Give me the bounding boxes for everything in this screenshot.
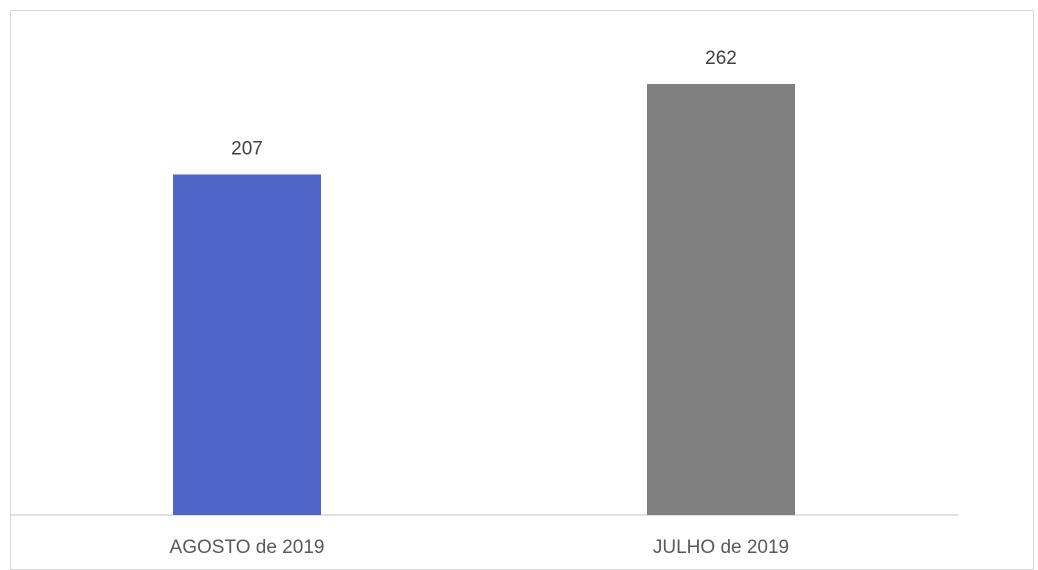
bars-layer: 207 AGOSTO de 2019 262 JULHO de 2019	[170, 48, 795, 558]
category-label-0: AGOSTO de 2019	[170, 537, 325, 558]
data-label-0: 207	[231, 138, 263, 159]
bar-1	[647, 84, 795, 515]
category-label-1: JULHO de 2019	[653, 537, 789, 558]
bar-0	[173, 174, 321, 515]
data-label-1: 262	[705, 48, 737, 69]
